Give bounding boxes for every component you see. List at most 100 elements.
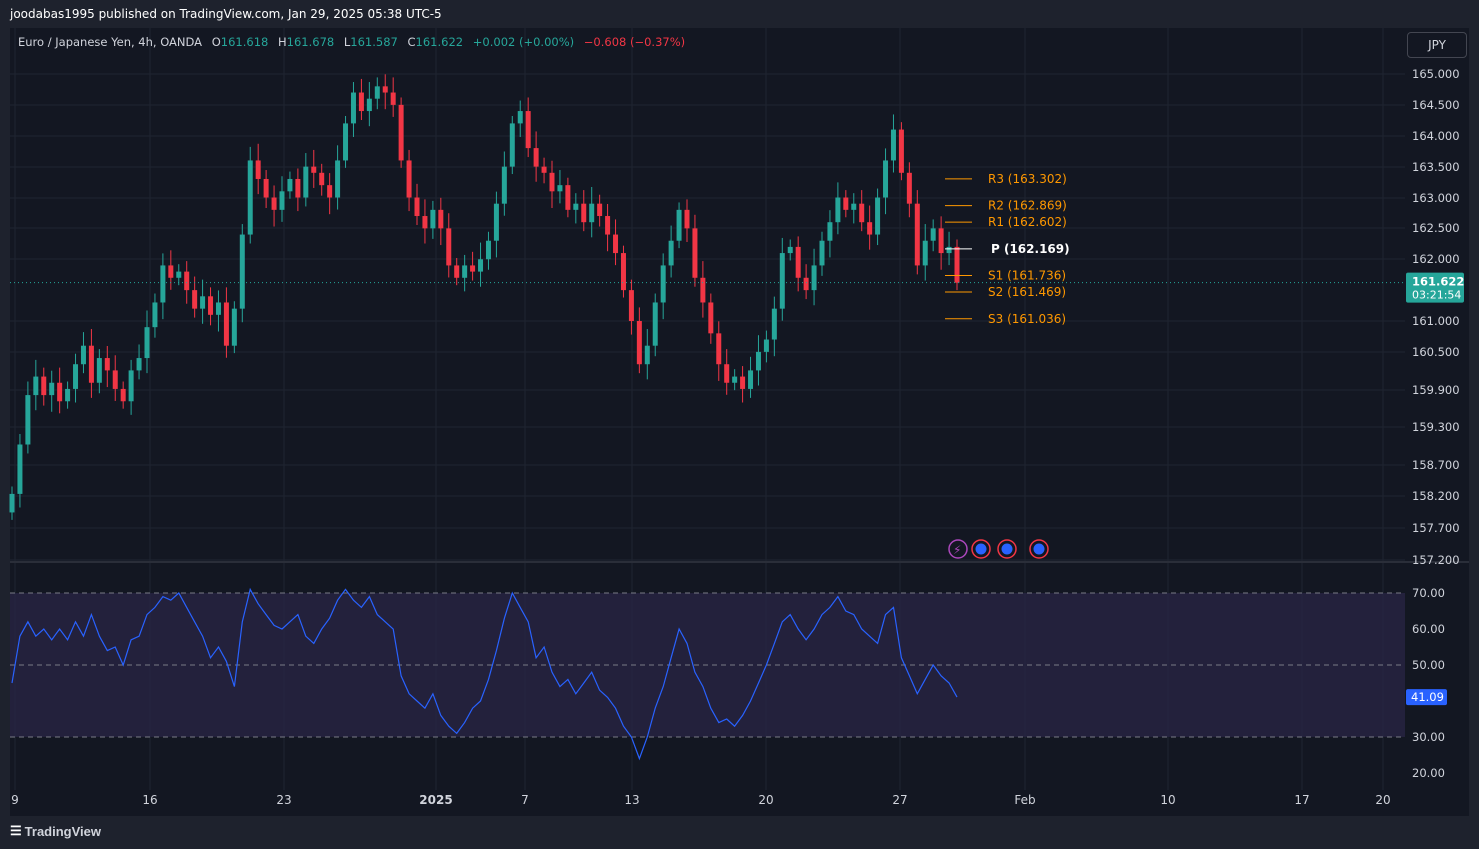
price-tick-label: 162.000 — [1412, 252, 1460, 266]
candle-body — [176, 271, 182, 278]
lightning-event-icon — [948, 539, 968, 559]
symbol-legend: Euro / Japanese Yen, 4h, OANDA O161.618 … — [18, 35, 685, 49]
candle-body — [922, 240, 928, 266]
candle-body — [200, 296, 206, 309]
candle-body — [875, 197, 881, 235]
candle-body — [843, 197, 849, 210]
candle-body — [509, 123, 515, 167]
candle-body — [152, 302, 158, 328]
candle-body — [128, 370, 134, 402]
candle-body — [946, 246, 952, 254]
candle-body — [573, 203, 579, 210]
low-label: L — [343, 35, 351, 49]
bottom-bar — [0, 816, 1479, 849]
candle-body — [144, 327, 150, 359]
price-tick-label: 159.300 — [1412, 420, 1460, 434]
price-tick-label: 157.200 — [1412, 553, 1460, 567]
candle-body — [9, 493, 15, 513]
candle-body — [533, 148, 539, 167]
candles — [9, 74, 1405, 520]
candle-body — [938, 228, 944, 254]
price-axis-ticks: 165.000 164.500 164.000 163.500 163.000 162.5… — [1406, 67, 1464, 567]
flag-eu-icon — [1001, 543, 1013, 555]
price-scale[interactable] — [1405, 28, 1469, 816]
candle-body — [652, 302, 658, 346]
candle-body — [374, 86, 380, 99]
candle-body — [748, 370, 754, 389]
candle-body — [239, 234, 245, 309]
candle-body — [279, 191, 285, 210]
candle-body — [319, 172, 325, 186]
time-tick-label: 20 — [1375, 793, 1390, 807]
candle-body — [605, 216, 611, 235]
close-label: C — [407, 35, 416, 49]
candle-body — [358, 92, 364, 112]
time-tick-label: 27 — [892, 793, 907, 807]
time-tick-label: 2025 — [419, 793, 452, 807]
time-tick-label: 17 — [1294, 793, 1309, 807]
candle-body — [692, 228, 698, 278]
currency-button[interactable]: JPY — [1407, 32, 1467, 58]
candle-body — [96, 358, 102, 383]
time-tick-label: 10 — [1160, 793, 1175, 807]
candle-body — [343, 123, 349, 161]
close-value: 161.622 — [415, 35, 464, 49]
candle-body — [914, 203, 920, 266]
candle-body — [231, 308, 237, 346]
candle-body — [438, 209, 444, 229]
candle-body — [223, 302, 229, 346]
candle-body — [549, 172, 555, 192]
candle-body — [628, 290, 634, 321]
candle-body — [398, 104, 404, 161]
candle-body — [462, 265, 468, 278]
candle-body — [803, 277, 809, 291]
candle-body — [485, 240, 491, 260]
candle-body — [422, 216, 428, 229]
candle-body — [335, 160, 341, 198]
change-value: +0.002 (+0.00%) — [472, 35, 575, 49]
rsi-pane: 70.00 60.00 50.00 30.00 20.00 41.09 — [10, 586, 1447, 780]
candle-body — [589, 203, 595, 223]
candle-body — [668, 240, 674, 266]
candle-body — [763, 339, 769, 352]
rsi-tick-label: 60.00 — [1412, 622, 1445, 636]
candle-body — [271, 197, 277, 210]
candle-body — [88, 345, 94, 383]
candle-body — [73, 364, 79, 389]
candle-body — [414, 197, 420, 217]
price-tick-label: 163.500 — [1412, 160, 1460, 174]
candle-body — [898, 129, 904, 173]
rsi-tick-label: 20.00 — [1412, 766, 1445, 780]
candle-body — [700, 277, 706, 303]
pivot-label: S2 (161.469) — [988, 285, 1066, 299]
high-label: H — [278, 35, 287, 49]
brand-label: TradingView — [24, 823, 101, 839]
price-tick-label: 157.700 — [1412, 521, 1460, 535]
change-value-2: −0.608 (−0.37%) — [583, 35, 686, 49]
candle-body — [954, 246, 960, 283]
candle-body — [57, 382, 63, 402]
price-tick-label: 164.000 — [1412, 129, 1460, 143]
candle-body — [25, 395, 31, 445]
pivot-label: R1 (162.602) — [988, 215, 1067, 229]
candle-body — [716, 333, 722, 365]
tradingview-brand[interactable]: ☰ TradingView — [10, 823, 101, 839]
candle-body — [827, 222, 833, 241]
candle-body — [644, 345, 650, 365]
candle-body — [851, 203, 857, 210]
candle-body — [684, 209, 690, 229]
candle-body — [867, 222, 873, 235]
rsi-tick-label: 70.00 — [1412, 586, 1445, 600]
open-value: 161.618 — [220, 35, 269, 49]
time-tick-label: 20 — [758, 793, 773, 807]
price-tick-label: 159.900 — [1412, 383, 1460, 397]
candle-body — [192, 290, 198, 309]
grid-lines — [10, 28, 1469, 790]
pivot-label: P (162.169) — [991, 242, 1070, 256]
candle-body — [80, 345, 86, 365]
candle-body — [493, 203, 499, 241]
candle-body — [406, 160, 412, 198]
event-badges: ⚡ — [948, 539, 1049, 559]
candle-body — [104, 358, 110, 371]
